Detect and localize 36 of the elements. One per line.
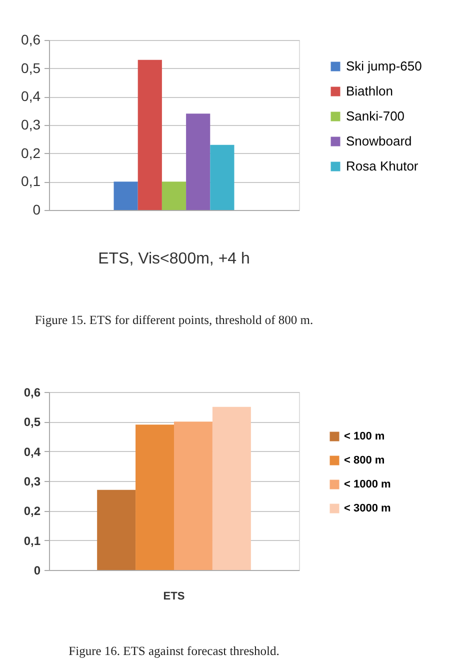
legend-label: Biathlon [346,84,393,98]
bar [210,144,234,210]
y-tick-label: 0,2 [24,504,41,518]
bar [174,422,212,570]
y-tick-label: 0,4 [21,88,41,104]
x-tick-label: ETS, Vis<800m, +4 h [98,250,250,268]
bar [114,182,138,210]
y-tick-label: 0,3 [21,116,41,132]
y-tick-label: 0,4 [24,444,41,459]
y-tick-label: 0,1 [21,173,41,190]
legend-label: Snowboard [346,134,412,148]
legend-label: < 100 m [344,430,385,442]
bar [162,182,186,210]
y-tick-label: 0,6 [21,32,41,48]
y-tick-label: 0,1 [24,534,41,548]
bar [136,424,174,570]
y-tick-label: 0,2 [21,144,41,161]
y-tick-label: 0,6 [24,386,41,400]
y-tick-label: 0,3 [24,474,41,488]
y-tick-label: 0,5 [21,60,41,76]
caption: Figure 16. ETS against forecast threshold. [68,644,280,658]
x-tick-label: ETS [163,590,185,602]
bar [212,406,251,570]
legend-label: < 1000 m [344,478,392,490]
y-tick-label: 0 [32,202,41,218]
y-tick-label: 0 [34,564,41,578]
caption: Figure 15. ETS for different points, threshold of 800 m. [34,313,314,327]
legend-label: < 3000 m [344,502,392,514]
bar [138,60,162,210]
bar [97,490,136,570]
bar [186,114,210,210]
legend-label: Ski jump-650 [346,58,422,74]
legend-label: < 800 m [344,454,385,466]
legend-label: Sanki-700 [346,108,405,124]
y-tick-label: 0,5 [24,415,41,430]
legend-label: Rosa Khutor [346,158,419,174]
